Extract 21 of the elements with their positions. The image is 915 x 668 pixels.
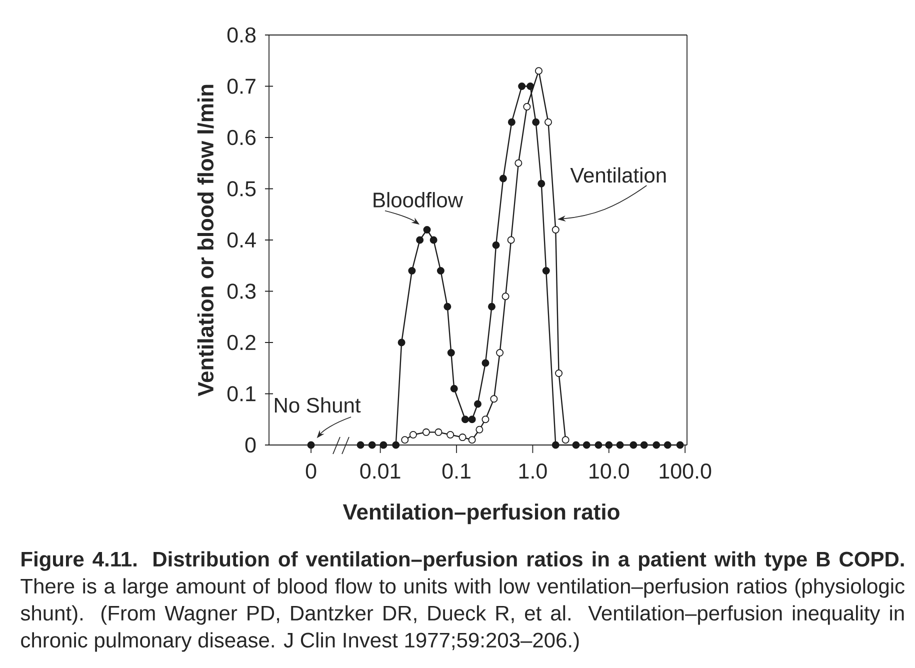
x-tick-label: 0 [306,464,316,479]
y-tick-label: 0.2 [227,334,256,350]
y-tick-label: 0.6 [227,130,256,146]
y-axis-title: Ventilation or blood flow l/min [197,84,214,396]
y-tick-label: 0.7 [227,78,256,94]
x-tick-label: 0.1 [442,464,470,479]
x-tick-label: 10.0 [590,464,629,479]
x-tick-label: 0.01 [360,464,400,479]
y-tick-label: 0.8 [227,27,256,43]
annotation: Bloodflow [374,192,464,208]
y-tick-label: 0.4 [227,232,256,248]
annotation: Ventilation [570,167,666,183]
y-tick-label: 0 [245,437,256,453]
x-axis-title: Ventilation–perfusion ratio [342,504,620,524]
annotation: No Shunt [274,397,361,413]
y-tick-label: 0.1 [227,386,256,402]
x-tick-label: 100.0 [660,464,712,479]
y-tick-label: 0.3 [227,284,256,299]
text: Figure 4.11. Distribution of ventilation–perfusion ratios in a patient with type B COPD. There is a large amount of blood flow to units with low ventilation–perfusion ratios (physiologic shunt). (From Wagner PD, Dantzker DR, Dueck R, et al. Ventilation–perfusion inequality in chronic pulmonary disease. J Clin Invest 1977;59:203–206.) [20,551,904,652]
x-tick-label: 1.0 [519,464,547,479]
y-tick-label: 0.5 [227,181,256,196]
